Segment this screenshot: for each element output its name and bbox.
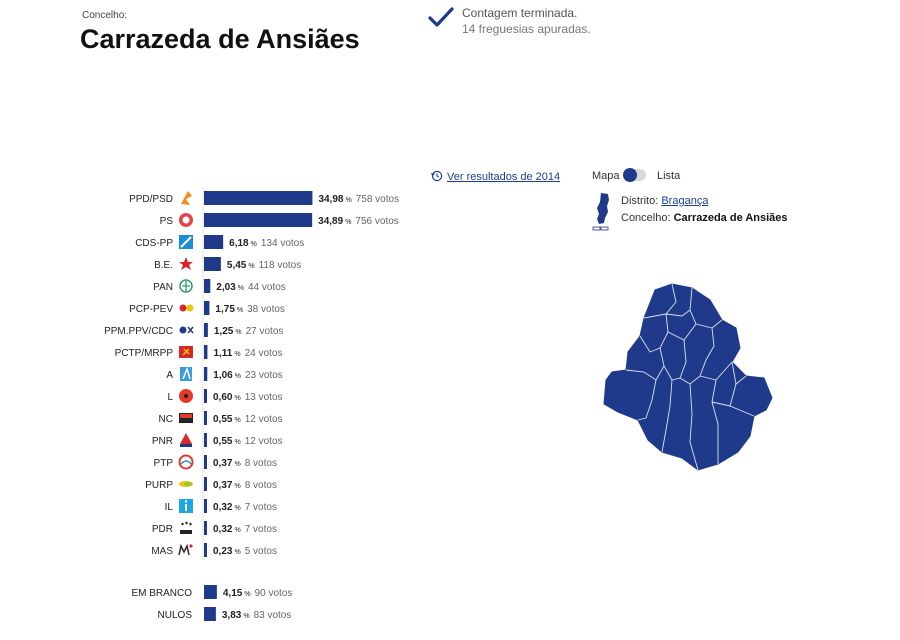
- status-line-finished: Contagem terminada.: [462, 6, 578, 20]
- il-logo-icon: [179, 499, 193, 513]
- value-label-nc: 0,55% 12 votos: [213, 414, 283, 425]
- ppm-logo-icon: [179, 326, 194, 334]
- bar-mas[interactable]: [204, 543, 207, 557]
- bar-pctp-mrpp[interactable]: [204, 345, 208, 359]
- district-link[interactable]: Bragança: [661, 195, 709, 207]
- party-label-pctp-mrpp: PCTP/MRPP: [115, 348, 174, 359]
- party-label-pdr: PDR: [152, 524, 173, 535]
- value-label-ptp: 0,37% 8 votos: [213, 458, 277, 469]
- value-label-pnr: 0,55% 12 votos: [213, 436, 283, 447]
- bar-ppm-ppv-cdc[interactable]: [204, 323, 208, 337]
- portugal-map-icon: [592, 193, 609, 231]
- party-label-nulos: NULOS: [158, 610, 193, 621]
- pnr-logo-icon: [180, 433, 192, 447]
- results-2014-link-label: Ver resultados de 2014: [447, 171, 561, 183]
- party-label-pcp-pev: PCP-PEV: [129, 304, 173, 315]
- ps-logo-icon: [179, 213, 193, 227]
- mas-logo-icon: [178, 543, 193, 556]
- concelho-line-value: Carrazeda de Ansiães: [673, 212, 788, 224]
- value-label-pdr: 0,32% 7 votos: [213, 524, 277, 535]
- aliança-logo-icon: [180, 366, 192, 381]
- party-label-pan: PAN: [153, 282, 173, 293]
- value-label-mas: 0,23% 5 votos: [213, 546, 277, 557]
- bar-l[interactable]: [204, 389, 207, 403]
- toggle-map-label[interactable]: Mapa: [592, 170, 620, 182]
- bar-ptp[interactable]: [204, 455, 207, 469]
- district-line: Distrito: Bragança: [621, 195, 708, 207]
- value-label-ppd-psd: 34,98% 758 votos: [318, 194, 399, 205]
- party-label-a: A: [166, 370, 173, 381]
- value-label-a: 1,06% 23 votos: [213, 370, 283, 381]
- page-title: Carrazeda de Ansiães: [80, 24, 360, 54]
- check-icon: [428, 7, 454, 27]
- value-label-cds-pp: 6,18% 134 votos: [229, 238, 304, 249]
- value-label-il: 0,32% 7 votos: [213, 502, 277, 513]
- toggle-knob: [623, 168, 637, 182]
- value-label-pcp-pev: 1,75% 38 votos: [215, 304, 285, 315]
- concelho-line-label: Concelho:: [621, 212, 671, 224]
- concelho-line: Concelho: Carrazeda de Ansiães: [621, 212, 788, 224]
- party-label-mas: MAS: [151, 546, 173, 557]
- value-label-pan: 2,03% 44 votos: [216, 282, 286, 293]
- party-label-b-e: B.E.: [154, 260, 173, 271]
- value-label-em-branco: 4,15% 90 votos: [223, 588, 293, 599]
- municipality-map[interactable]: [600, 280, 780, 480]
- purp-logo-icon: [179, 481, 193, 487]
- value-label-ppm-ppv-cdc: 1,25% 27 votos: [214, 326, 284, 337]
- value-label-pctp-mrpp: 1,11% 24 votos: [213, 348, 282, 359]
- party-label-l: L: [167, 392, 173, 403]
- results-bar-chart: PPD/PSD 34,98% 758 votos PS 34,89% 756 votos C…: [104, 187, 399, 621]
- party-label-ptp: PTP: [154, 458, 174, 469]
- municipality-shape[interactable]: [603, 283, 773, 471]
- party-label-pnr: PNR: [152, 436, 173, 447]
- value-label-nulos: 3,83% 83 votos: [222, 610, 292, 621]
- bar-nulos[interactable]: [204, 607, 216, 621]
- mrpp-logo-icon: [179, 346, 193, 358]
- value-label-l: 0,60% 13 votos: [213, 392, 283, 403]
- party-label-ppm-ppv-cdc: PPM.PPV/CDC: [104, 326, 173, 337]
- party-label-ps: PS: [160, 216, 174, 227]
- district-label: Distrito:: [621, 195, 659, 207]
- ptp-logo-icon: [178, 454, 194, 470]
- party-label-ppd-psd: PPD/PSD: [129, 194, 173, 205]
- bar-em-branco[interactable]: [204, 585, 217, 599]
- bar-pdr[interactable]: [204, 521, 207, 535]
- bar-il[interactable]: [204, 499, 207, 513]
- bar-cds-pp[interactable]: [204, 235, 224, 249]
- party-label-nc: NC: [159, 414, 173, 425]
- bar-a[interactable]: [204, 367, 208, 381]
- status-line-parishes: 14 freguesias apuradas.: [462, 22, 591, 36]
- toggle-list-label[interactable]: Lista: [657, 170, 681, 182]
- bar-nc[interactable]: [204, 411, 207, 425]
- bar-pcp-pev[interactable]: [204, 301, 210, 315]
- bar-purp[interactable]: [204, 477, 207, 491]
- bar-pan[interactable]: [204, 279, 211, 293]
- nc-logo-icon: [179, 413, 193, 423]
- psd-logo-icon: [181, 191, 192, 205]
- value-label-b-e: 5,45% 118 votos: [227, 260, 301, 271]
- livre-logo-icon: [179, 389, 193, 403]
- value-label-ps: 34,89% 756 votos: [318, 216, 399, 227]
- concelho-label: Concelho:: [82, 10, 128, 21]
- be-logo-icon: [179, 257, 193, 270]
- cdu-logo-icon: [179, 304, 194, 312]
- pan-logo-icon: [179, 279, 193, 293]
- party-label-il: IL: [165, 502, 174, 513]
- results-2014-link[interactable]: Ver resultados de 2014: [431, 170, 560, 183]
- party-label-em-branco: EM BRANCO: [131, 588, 192, 599]
- party-label-purp: PURP: [145, 480, 173, 491]
- bar-ps[interactable]: [204, 213, 313, 227]
- bar-pnr[interactable]: [204, 433, 207, 447]
- cds-logo-icon: [179, 235, 193, 249]
- bar-b-e[interactable]: [204, 257, 221, 271]
- history-icon: [431, 170, 443, 182]
- pdr-logo-icon: [180, 521, 192, 534]
- map-list-switch[interactable]: [623, 168, 646, 182]
- party-label-cds-pp: CDS-PP: [135, 238, 173, 249]
- bar-ppd-psd[interactable]: [204, 191, 313, 205]
- value-label-purp: 0,37% 8 votos: [213, 480, 277, 491]
